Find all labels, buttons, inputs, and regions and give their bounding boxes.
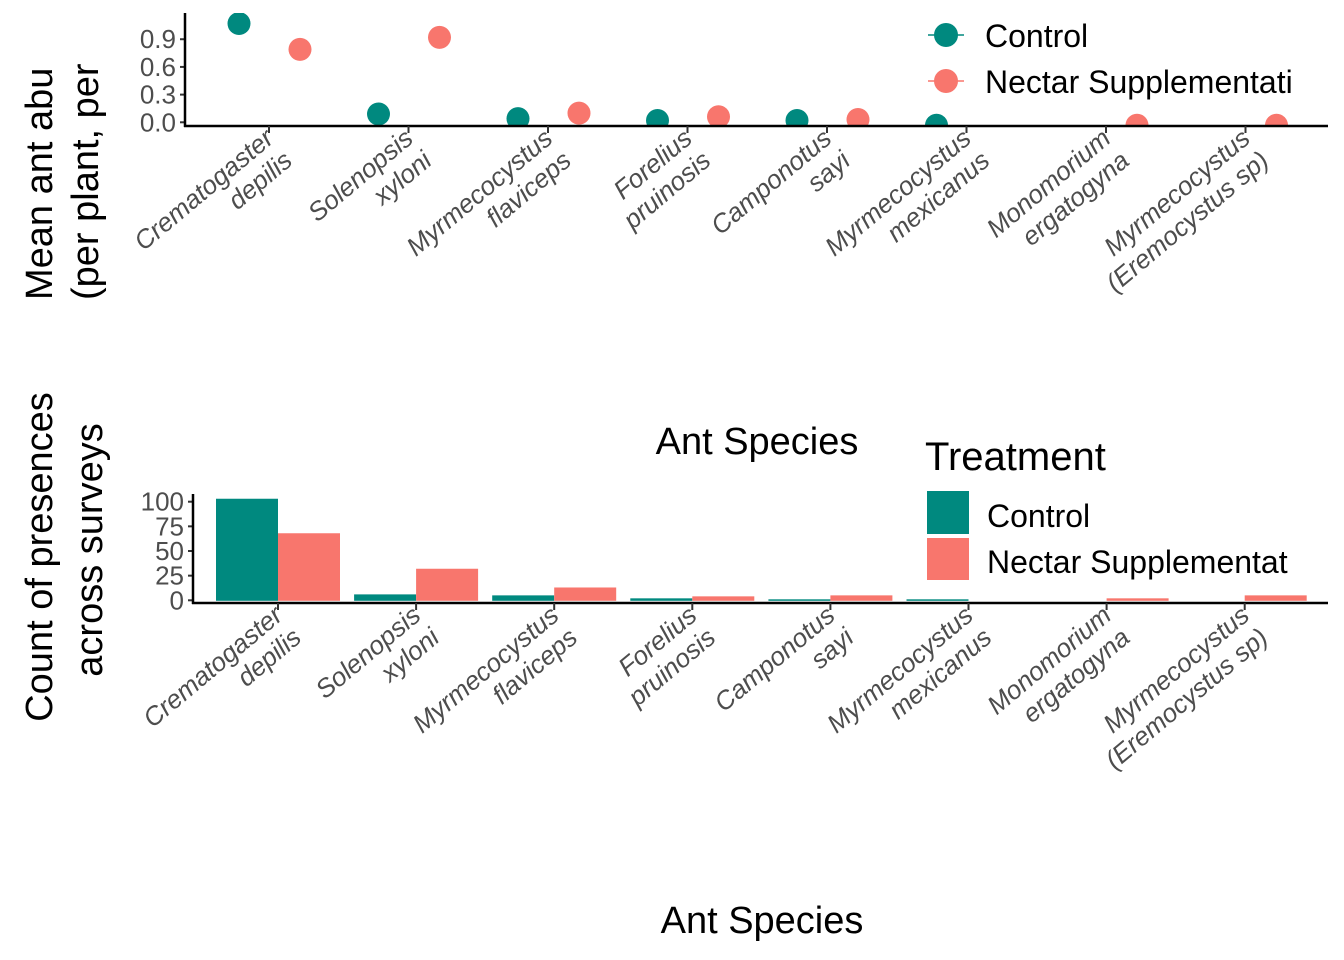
point-nectar [1265,113,1288,125]
top-legend-item-nectar: Nectar Supplementati [928,64,1293,100]
top-y-tick-label: 0.0 [140,107,176,137]
bottom-legend-label-nectar: Nectar Supplementat [987,544,1288,580]
legend-dot-nectar [934,69,958,93]
bottom-y-tick-label: 25 [155,561,184,591]
top-legend-label-control: Control [985,18,1088,54]
bar-nectar [416,568,479,601]
top-legend-item-control: Control [928,18,1088,54]
point-control [506,107,530,125]
bottom-y-title-line2: across surveys [69,423,111,676]
top-y-title-line2: (per plant, per [65,63,107,300]
bar-nectar [1106,598,1169,601]
point-nectar [707,105,730,125]
point-nectar [428,25,451,49]
bar-nectar [692,596,755,601]
bar-control [492,595,555,601]
legend-swatch-control [927,491,969,534]
top-y-tick-label: 0.3 [140,80,176,110]
bottom-legend-item-nectar: Nectar Supplementat [927,538,1288,580]
bottom-x-axis-title: Ant Species [661,900,864,942]
bottom-bars [216,498,1307,601]
bar-nectar [554,587,617,601]
legend-swatch-nectar [927,538,969,580]
bottom-y-title-line1: Count of presences [19,392,61,722]
top-legend-label-nectar: Nectar Supplementati [985,64,1293,100]
point-control [785,108,809,125]
bar-nectar [278,533,340,601]
bottom-legend-label-control: Control [987,498,1090,534]
bottom-panel: Count of presences across surveys 025507… [19,392,1328,942]
point-nectar [288,37,312,61]
bottom-y-tick-label: 100 [141,487,184,517]
bottom-legend-item-control: Control [927,491,1090,534]
bottom-legend-title: Treatment [925,435,1106,479]
top-panel: Mean ant abu (per plant, per 0.00.30.60.… [19,13,1328,463]
top-y-axis-title: Mean ant abu (per plant, per [19,63,107,300]
bar-control [768,599,831,601]
bottom-legend: Treatment Control Nectar Supplementat [925,435,1288,580]
top-y-tick-label: 0.9 [140,24,176,54]
bar-nectar [1244,595,1307,601]
bar-control [354,594,417,601]
point-nectar [567,101,591,125]
bar-control [216,498,278,601]
bar-control [906,599,969,601]
point-control [646,108,669,125]
top-legend: Control Nectar Supplementati [928,18,1293,100]
bottom-y-tick-label: 50 [155,536,184,566]
top-y-tick-label: 0.6 [140,52,176,82]
legend-dot-control [934,23,958,47]
point-nectar [1125,113,1149,125]
top-y-ticks: 0.00.30.60.9 [140,24,185,137]
bottom-y-tick-label: 75 [155,511,184,541]
top-points [227,13,1288,125]
top-x-axis-title: Ant Species [656,421,859,463]
bottom-y-tick-label: 0 [170,585,184,615]
bar-nectar [830,595,893,601]
point-nectar [846,108,870,125]
top-y-title-line1: Mean ant abu [19,68,61,300]
bottom-y-axis-title: Count of presences across surveys [19,392,111,722]
point-control [367,102,390,125]
bar-control [630,598,693,601]
point-control [227,13,251,36]
point-control [925,113,948,125]
